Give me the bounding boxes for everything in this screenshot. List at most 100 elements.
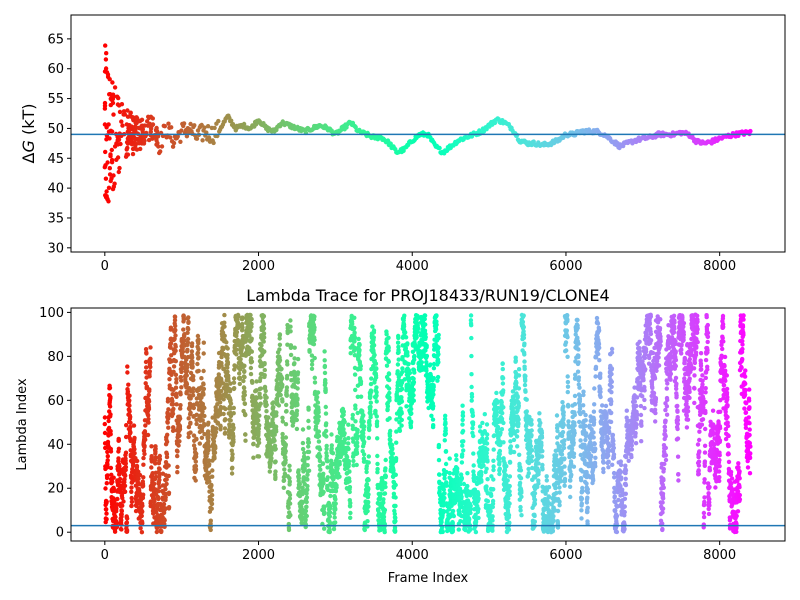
lambda-point xyxy=(114,502,120,507)
lambda-point xyxy=(104,517,109,522)
lambda-point xyxy=(441,487,446,492)
lambda-point xyxy=(504,464,509,469)
lambda-point xyxy=(497,452,502,457)
lambda-point xyxy=(247,333,252,338)
delta-g-point xyxy=(120,123,125,128)
lambda-point xyxy=(229,471,235,476)
delta-g-point xyxy=(162,124,167,129)
lambda-point xyxy=(139,513,144,519)
lambda-point xyxy=(286,527,292,533)
lambda-point xyxy=(172,314,178,320)
lambda-point xyxy=(128,438,133,444)
lambda-point xyxy=(272,438,277,443)
lambda-point xyxy=(436,457,442,463)
lambda-point xyxy=(209,501,215,507)
lambda-point xyxy=(429,413,434,418)
lambda-point xyxy=(287,479,292,484)
lambda-point xyxy=(179,360,184,365)
lambda-point xyxy=(129,489,134,494)
lambda-point xyxy=(209,497,215,502)
lambda-point xyxy=(459,460,465,465)
lambda-point xyxy=(277,332,283,337)
lambda-point xyxy=(348,510,353,516)
lambda-point xyxy=(234,329,240,335)
lambda-point xyxy=(300,440,306,446)
lambda-point xyxy=(476,506,481,512)
lambda-point xyxy=(357,353,362,358)
lambda-point xyxy=(201,382,206,387)
lambda-point xyxy=(419,360,424,365)
lambda-point xyxy=(409,406,414,412)
lambda-point xyxy=(112,499,117,504)
lambda-point xyxy=(491,477,496,482)
lambda-point xyxy=(389,442,395,448)
lambda-point xyxy=(231,411,236,416)
lambda-point xyxy=(433,327,439,332)
lambda-point xyxy=(276,403,282,408)
lambda-point xyxy=(412,357,417,362)
lambda-point xyxy=(358,394,364,399)
lambda-point xyxy=(210,474,215,479)
lambda-point xyxy=(333,507,338,512)
lambda-point xyxy=(374,390,379,395)
lambda-point xyxy=(119,517,124,523)
lambda-point xyxy=(371,335,376,340)
delta-g-point xyxy=(103,193,108,198)
lambda-point xyxy=(132,451,137,456)
lambda-point xyxy=(139,530,145,535)
lambda-point xyxy=(324,443,329,449)
lambda-point xyxy=(188,430,193,435)
lambda-point xyxy=(202,421,207,427)
lambda-point xyxy=(346,441,351,446)
lambda-point xyxy=(126,382,131,387)
lambda-point xyxy=(222,426,228,431)
lambda-point xyxy=(146,406,152,412)
lambda-point xyxy=(166,505,172,510)
lambda-point xyxy=(117,463,122,469)
lambda-point xyxy=(393,456,399,461)
lambda-point xyxy=(248,365,254,371)
lambda-point xyxy=(508,448,513,453)
lambda-point xyxy=(412,370,417,375)
lambda-point xyxy=(116,446,122,451)
delta-g-point xyxy=(103,43,108,48)
lambda-point xyxy=(387,433,393,438)
lambda-point xyxy=(164,454,170,460)
lambda-point xyxy=(304,495,310,500)
lambda-point xyxy=(435,374,441,380)
lambda-point xyxy=(127,409,132,414)
delta-g-point xyxy=(143,134,148,139)
lambda-point xyxy=(138,526,143,531)
lambda-point xyxy=(194,437,199,442)
lambda-point xyxy=(411,380,417,385)
lambda-point xyxy=(490,518,495,523)
lambda-point xyxy=(390,451,395,456)
lambda-point xyxy=(501,388,506,393)
lambda-point xyxy=(179,378,184,383)
delta-g-point xyxy=(205,124,211,129)
lambda-point xyxy=(279,366,284,372)
lambda-point xyxy=(348,515,353,520)
lambda-point xyxy=(241,397,246,402)
lambda-point xyxy=(288,352,294,358)
lambda-point xyxy=(141,455,146,461)
lambda-point xyxy=(212,455,217,461)
lambda-point xyxy=(387,398,392,403)
lambda-point xyxy=(167,377,172,382)
lambda-point xyxy=(263,388,268,394)
lambda-point xyxy=(145,432,151,438)
lambda-point xyxy=(240,315,245,320)
lambda-point xyxy=(267,469,272,474)
lambda-point xyxy=(321,505,327,510)
lambda-point xyxy=(423,334,428,340)
lambda-point xyxy=(219,354,224,360)
lambda-point xyxy=(484,466,489,471)
lambda-point xyxy=(258,401,263,406)
lambda-point xyxy=(117,476,123,482)
lambda-point xyxy=(164,481,169,487)
lambda-point xyxy=(375,453,380,459)
lambda-point xyxy=(347,479,352,484)
lambda-point xyxy=(105,473,110,478)
lambda-point xyxy=(223,417,228,422)
